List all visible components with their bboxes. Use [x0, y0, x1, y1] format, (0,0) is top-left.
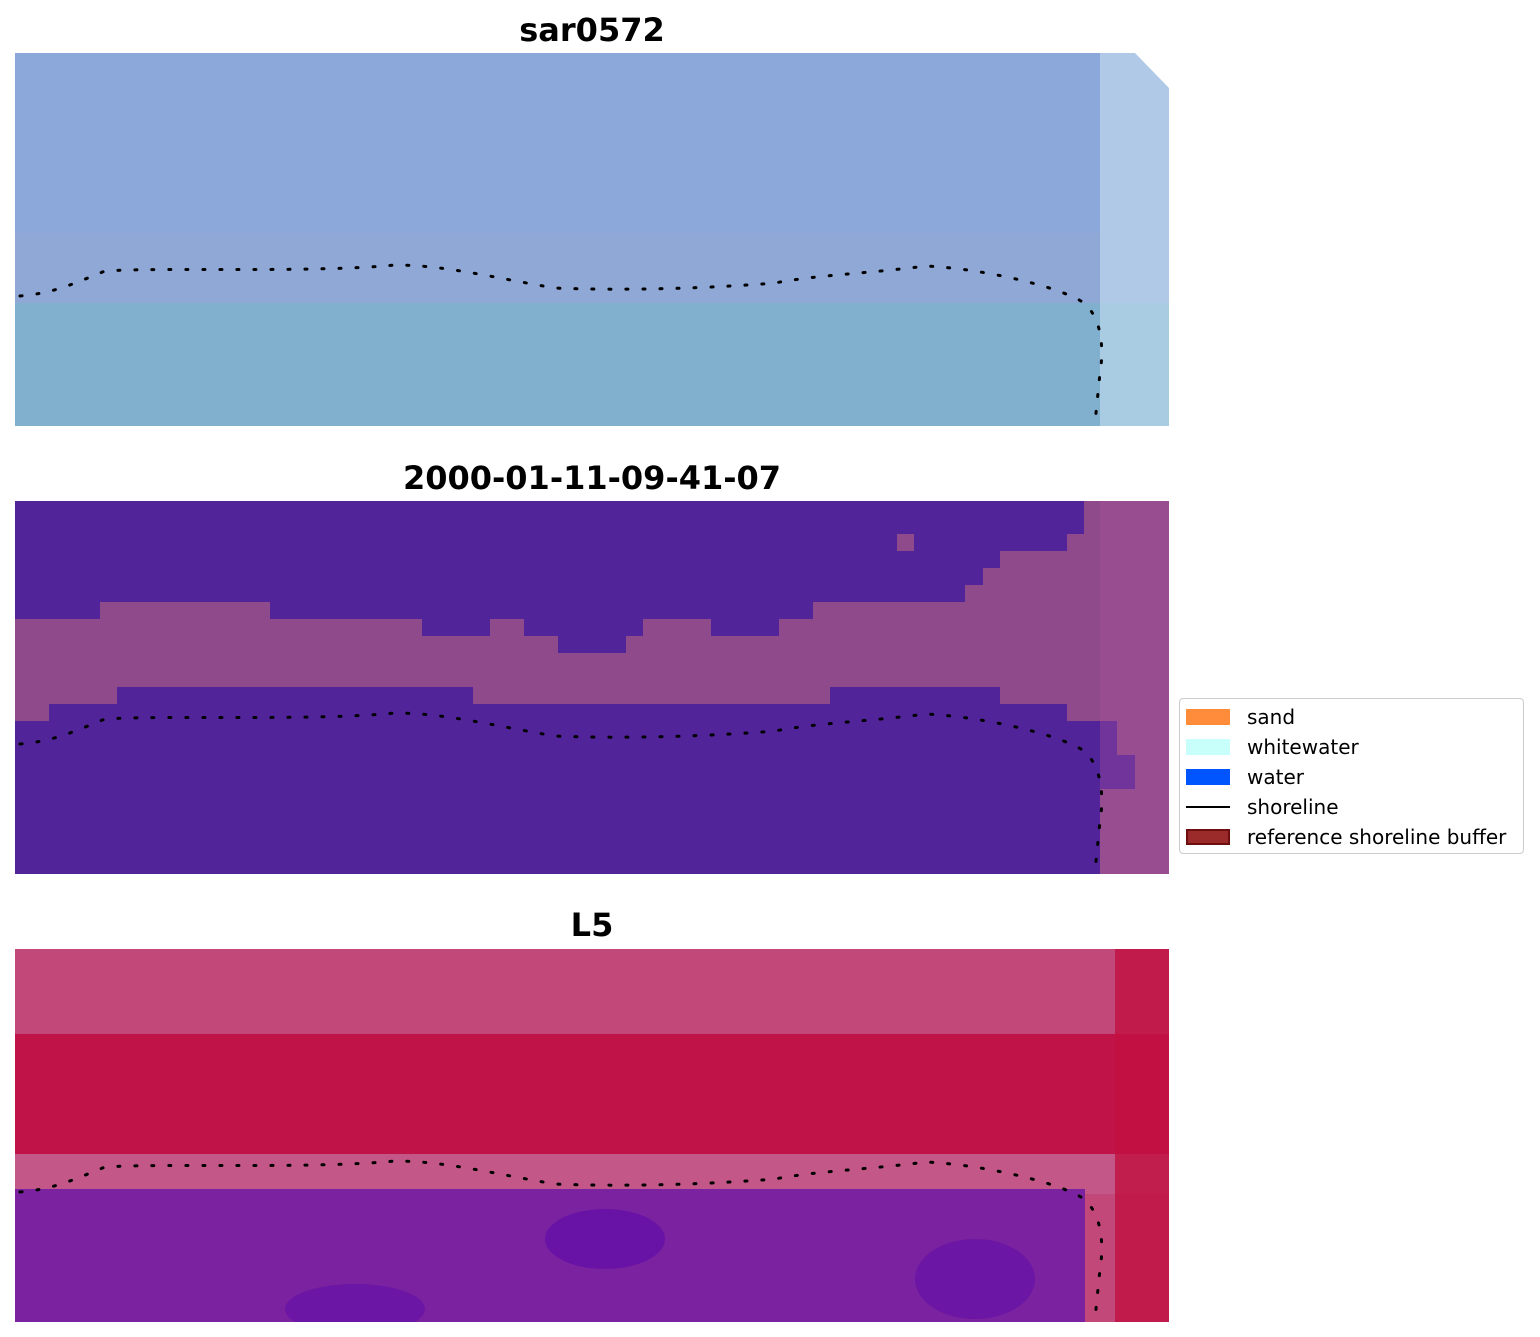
legend-item-water: water	[1186, 765, 1304, 789]
panel-title-date: 2000-01-11-09-41-07	[402, 459, 782, 497]
legend-label: whitewater	[1247, 735, 1359, 759]
legend-item-shoreline: shoreline	[1186, 795, 1339, 819]
index-transition-band	[15, 1154, 1169, 1194]
index-purple-region	[15, 1189, 1085, 1322]
legend-item-reference-buffer: reference shoreline buffer	[1186, 825, 1506, 849]
index-image-panel	[15, 949, 1169, 1322]
class-mid-band	[15, 501, 1169, 874]
shoreline	[18, 711, 1104, 873]
whitewater-swatch	[1186, 739, 1230, 755]
class-right-edge	[1100, 501, 1169, 874]
legend-item-sand: sand	[1186, 705, 1295, 729]
index-image	[15, 949, 1169, 1322]
legend-label: shoreline	[1247, 795, 1339, 819]
classified-image	[15, 501, 1169, 874]
index-deep-patch	[285, 1284, 425, 1322]
shoreline	[18, 1159, 1104, 1321]
rgb-image	[15, 53, 1169, 426]
index-deep-patch	[915, 1239, 1035, 1319]
rgb-upper-region	[15, 53, 1169, 233]
sand-swatch	[1186, 709, 1230, 725]
class-isolated-pixel	[897, 534, 914, 551]
legend: sand whitewater water shoreline referenc…	[1179, 698, 1524, 854]
legend-label: reference shoreline buffer	[1247, 825, 1507, 849]
nodata-corner	[1100, 53, 1169, 88]
index-deep-patch	[545, 1209, 665, 1269]
panel-title-sar: sar0572	[519, 11, 665, 49]
index-red-band	[15, 1034, 1169, 1154]
legend-label: sand	[1247, 705, 1296, 729]
rgb-image-panel	[15, 53, 1169, 426]
shoreline-line-swatch	[1186, 806, 1230, 808]
legend-label: water	[1247, 765, 1304, 789]
classified-image-panel	[15, 501, 1169, 874]
rgb-right-edge	[1100, 53, 1169, 426]
legend-item-whitewater: whitewater	[1186, 735, 1359, 759]
water-swatch	[1186, 769, 1230, 785]
index-right-edge	[1115, 949, 1169, 1322]
panel-title-l5: L5	[570, 906, 614, 944]
shoreline	[18, 263, 1104, 425]
reference-buffer-swatch	[1186, 829, 1230, 845]
rgb-lower-region	[15, 303, 1169, 426]
